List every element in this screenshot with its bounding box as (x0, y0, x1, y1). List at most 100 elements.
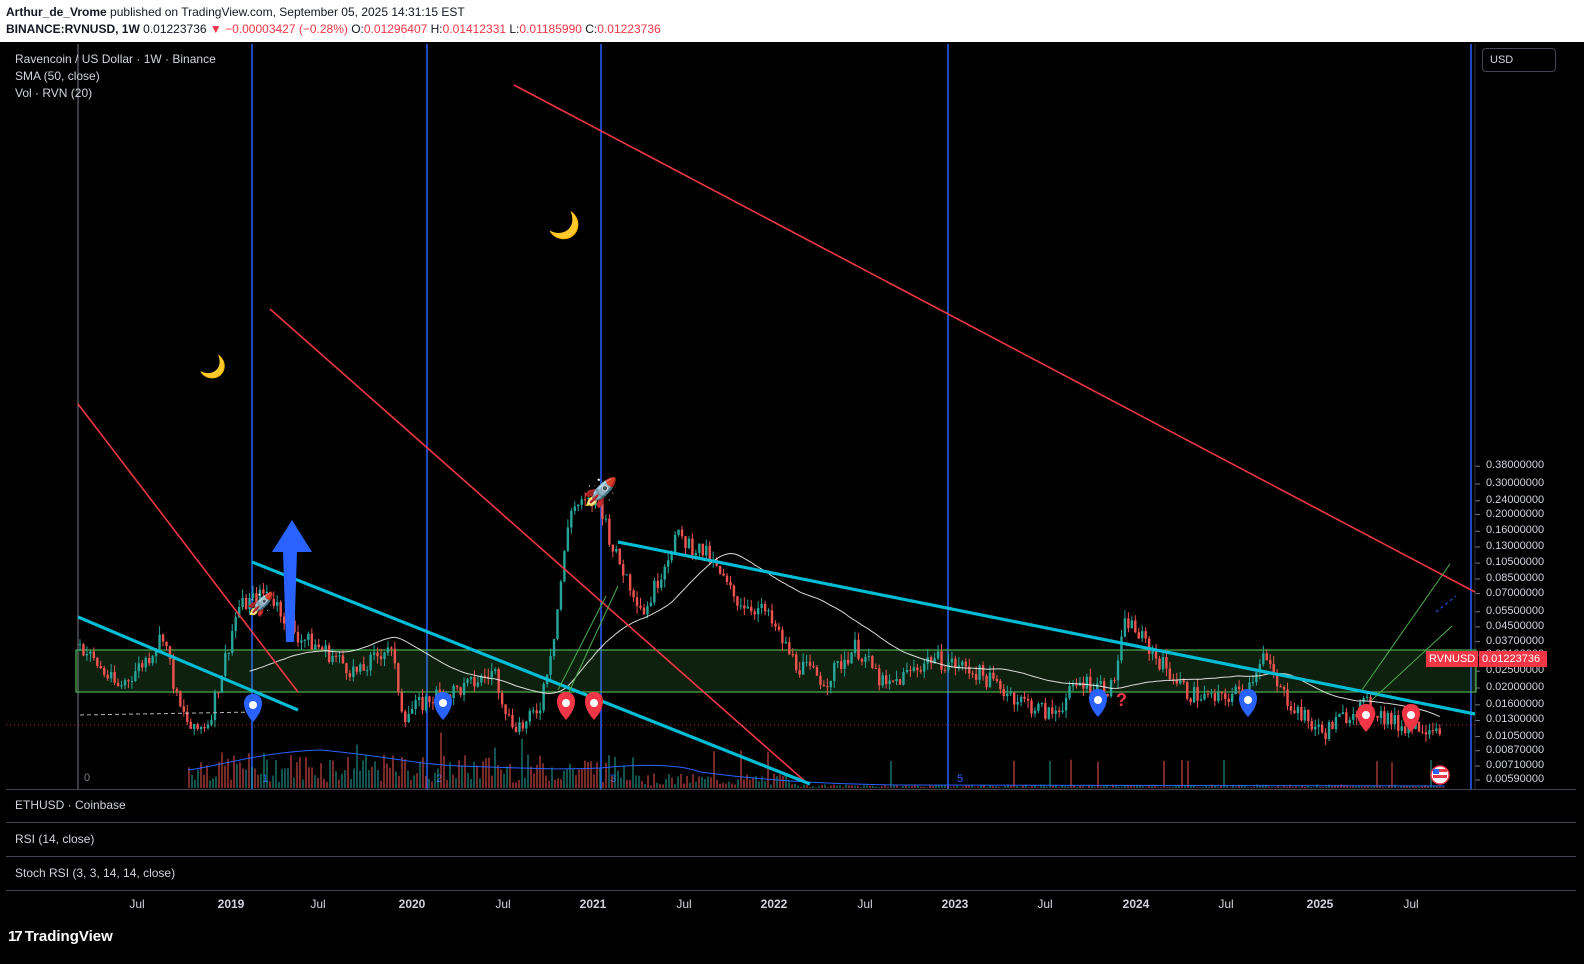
candle-body (386, 647, 390, 653)
candle-body (92, 651, 96, 658)
volume-bar (656, 782, 658, 788)
volume-bar (878, 787, 880, 788)
pane-divider[interactable] (6, 789, 1576, 790)
candle-body (673, 534, 677, 553)
candle-body (1403, 726, 1407, 734)
volume-legend[interactable]: Vol · RVN (20) (15, 86, 93, 100)
volume-bar (1244, 785, 1246, 788)
volume-bar (1127, 785, 1129, 788)
candle-body (798, 670, 801, 675)
pane-divider[interactable] (6, 822, 1576, 823)
volume-bar (191, 774, 193, 788)
volume-bar (1211, 784, 1213, 788)
stoch-rsi-pane-label[interactable]: Stoch RSI (3, 3, 14, 14, close) (15, 866, 176, 880)
volume-bar (746, 774, 748, 788)
candle-body (213, 692, 217, 720)
candle-body (919, 670, 922, 672)
volume-bar (521, 738, 523, 788)
candle-body (1352, 713, 1355, 720)
candle-body (421, 696, 424, 711)
candle-body (1369, 696, 1372, 712)
candle-body (929, 657, 933, 664)
candle-body (206, 724, 210, 729)
candle-body (635, 597, 639, 606)
candle-body (224, 652, 227, 676)
candle-body (487, 676, 490, 678)
cycle-number-label: 2 (436, 773, 442, 785)
location-pin-dot (249, 701, 257, 709)
volume-bar (260, 773, 262, 788)
volume-bar (470, 778, 472, 788)
candle-body (1424, 732, 1428, 735)
volume-bar (815, 787, 817, 788)
volume-bar (953, 786, 955, 788)
close-value: 0.01223736 (597, 22, 661, 36)
volume-bar (905, 785, 907, 788)
volume-bar (1154, 785, 1156, 788)
tradingview-logo[interactable]: 17 TradingView (8, 928, 113, 945)
candle-body (1338, 713, 1341, 718)
volume-bar (668, 774, 670, 788)
symbol-label: BINANCE:RVNUSD, 1W (6, 22, 140, 36)
candle-body (1320, 724, 1324, 733)
candle-body (161, 634, 165, 642)
candle-body (974, 674, 978, 680)
candle-body (494, 669, 497, 671)
location-pin-dot (439, 699, 447, 707)
volume-bar (572, 769, 574, 788)
volume-bar (545, 775, 547, 788)
candle-body (622, 564, 625, 576)
candle-body (154, 649, 158, 657)
candle-body (310, 633, 314, 650)
candle-body (127, 680, 130, 682)
volume-bar (1442, 786, 1444, 788)
volume-bar (1169, 786, 1171, 788)
volume-bar (1331, 785, 1333, 788)
candle-body (99, 665, 102, 669)
volume-bar (773, 773, 775, 788)
candle-body (732, 585, 736, 597)
candle-body (307, 633, 310, 640)
candle-body (269, 591, 272, 599)
volume-bar (1034, 785, 1036, 788)
moon-icon: 🌙 (548, 210, 581, 240)
candle-body (1230, 693, 1234, 702)
volume-bar (1409, 786, 1411, 788)
candle-body (1161, 657, 1165, 670)
candle-body (428, 696, 431, 703)
volume-bar (1220, 785, 1222, 788)
candle-body (767, 610, 770, 612)
time-tick-label: 2021 (579, 897, 607, 911)
volume-bar (779, 774, 781, 788)
volume-bar (1352, 785, 1354, 788)
candle-body (1134, 620, 1137, 633)
volume-bar (1004, 785, 1006, 788)
volume-bar (896, 784, 898, 788)
rsi-pane-label[interactable]: RSI (14, close) (15, 832, 95, 846)
candle-body (542, 683, 545, 711)
pane-divider[interactable] (6, 890, 1576, 891)
volume-bar (677, 776, 679, 788)
currency-button[interactable]: USD (1482, 48, 1556, 72)
pane-divider[interactable] (6, 856, 1576, 857)
volume-bar (812, 786, 814, 788)
volume-bar (683, 783, 685, 788)
volume-bar (1022, 785, 1024, 788)
up-arrow-icon (272, 520, 312, 642)
support-trendline (617, 540, 1476, 716)
candle-body (660, 579, 663, 588)
candle-body (303, 639, 307, 641)
eth-pane-label[interactable]: ETHUSD · Coinbase (15, 798, 126, 812)
volume-bar (1397, 787, 1399, 788)
sma-legend[interactable]: SMA (50, close) (15, 69, 100, 83)
volume-bar (341, 773, 343, 788)
volume-bar (695, 781, 697, 788)
volume-bar (686, 776, 688, 788)
author-name[interactable]: Arthur_de_Vrome (6, 5, 107, 19)
volume-bar (863, 785, 865, 788)
candle-body (878, 668, 881, 686)
candle-body (234, 616, 237, 631)
open-value: 0.01296407 (363, 22, 428, 36)
volume-ma-line (187, 749, 1446, 787)
